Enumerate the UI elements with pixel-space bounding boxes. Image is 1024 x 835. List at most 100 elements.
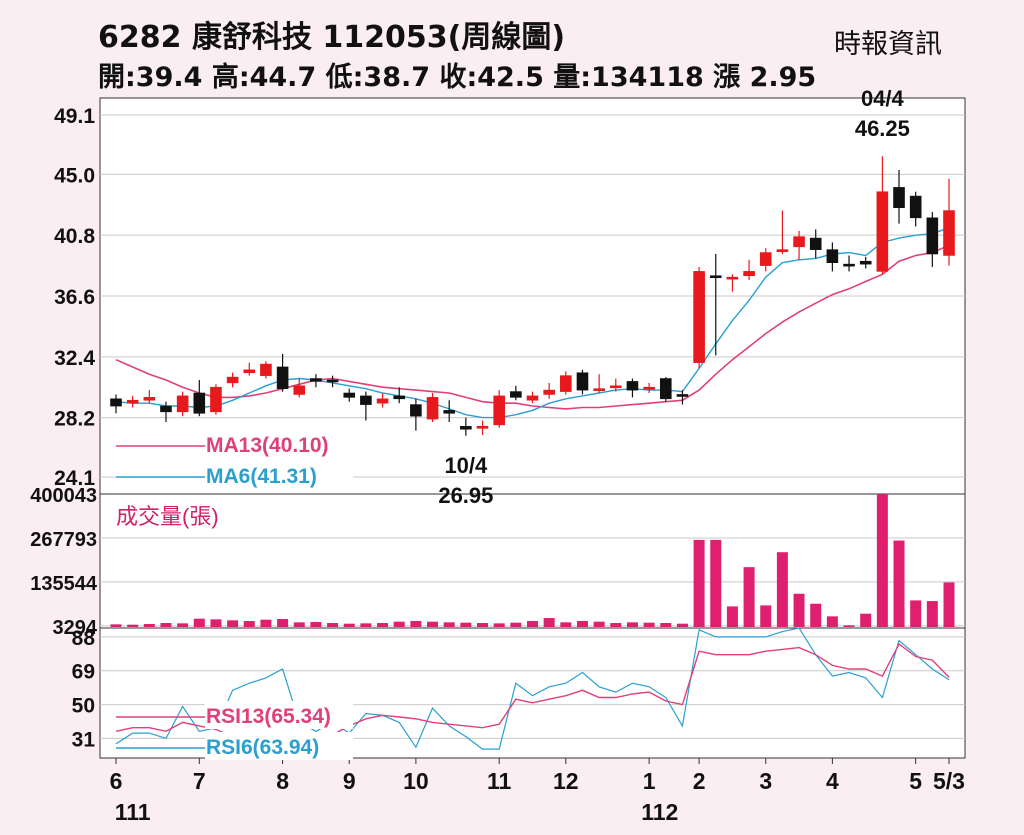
x-tick-label: 4 (826, 768, 839, 794)
volume-bar (110, 624, 122, 627)
volume-bar (610, 623, 622, 627)
candle-body (676, 394, 689, 397)
chart-title: 6282 康舒科技 112053(周線圖) (98, 20, 566, 55)
rsi-tick-label: 50 (72, 695, 95, 718)
candle-body (526, 395, 539, 401)
annotation-label: 04/4 (861, 86, 905, 111)
candle-body (809, 237, 822, 250)
candle-body (226, 376, 239, 384)
rsi-legend-label: RSI6(63.94) (206, 736, 319, 759)
volume-panel (99, 493, 966, 629)
candle-body (110, 398, 122, 407)
volume-bar (626, 622, 638, 627)
volume-bar (260, 619, 272, 627)
volume-bar (660, 623, 672, 627)
candle-body (276, 366, 289, 389)
x-tick-label: 7 (193, 768, 206, 794)
candle-body (376, 398, 389, 404)
candle-body (343, 392, 356, 398)
candle-body (560, 375, 572, 392)
candle-body (243, 369, 256, 374)
volume-bar (310, 622, 322, 627)
candle-body (443, 410, 456, 414)
candle-body (876, 191, 889, 272)
volume-bar (393, 621, 405, 627)
x-tick-label: 3 (759, 768, 772, 794)
price-tick-label: 45.0 (54, 164, 95, 187)
x-tick-label: 11 (487, 768, 512, 794)
candle-body (843, 263, 855, 267)
volume-tick-label: 400043 (30, 485, 97, 507)
volume-bar (910, 600, 922, 627)
volume-bar (143, 624, 155, 627)
candle-body (543, 389, 555, 395)
ma-legend-bg (205, 461, 353, 489)
volume-bar (826, 616, 838, 627)
candle-body (310, 378, 322, 382)
rsi-legend-bg (205, 732, 353, 760)
candle-body (759, 252, 772, 266)
source-label: 時報資訊 (834, 29, 942, 60)
volume-bar (343, 623, 355, 627)
volume-bar (793, 593, 805, 627)
candle-body (643, 386, 655, 390)
year-label: 111 (115, 799, 151, 825)
annotation-label: 10/4 (444, 453, 488, 478)
volume-bar (643, 622, 655, 627)
candle-body (576, 372, 589, 391)
rsi-tick-label: 88 (72, 627, 96, 650)
volume-tick-label: 267793 (30, 529, 97, 551)
candle-body (460, 426, 472, 430)
volume-bar (160, 623, 172, 627)
volume-bar (876, 494, 888, 627)
candle-body (726, 276, 739, 280)
ma-legend-label: MA6(41.31) (206, 465, 317, 488)
volume-bar (760, 605, 772, 627)
volume-bar (560, 622, 572, 627)
volume-bar (527, 621, 538, 627)
candle-body (476, 426, 489, 429)
candle-body (793, 236, 805, 248)
candle-body (943, 210, 955, 256)
volume-bar (710, 539, 722, 627)
x-tick-label: 12 (553, 768, 579, 794)
candle-body (260, 363, 272, 376)
candle-body (659, 378, 672, 400)
candle-body (926, 217, 939, 255)
candle-body (393, 395, 406, 400)
volume-title: 成交量(張) (116, 504, 219, 529)
volume-bar (776, 552, 788, 627)
annotation-label: 26.95 (438, 483, 493, 508)
candle-body (593, 388, 605, 391)
volume-bar (860, 613, 872, 627)
volume-bar (510, 622, 522, 627)
price-tick-label: 28.2 (54, 408, 95, 431)
ma-legend-bg (205, 430, 353, 458)
candle-body (609, 385, 622, 389)
ma13-line (115, 244, 950, 410)
candle-body (176, 395, 189, 413)
ma6-line (115, 227, 950, 419)
volume-bar (243, 621, 255, 627)
candle-body (693, 271, 705, 363)
x-tick-label: 8 (276, 768, 289, 794)
candle-body (160, 405, 172, 413)
volume-tick-label: 135544 (30, 573, 98, 595)
volume-bar (693, 539, 705, 627)
volume-bar (493, 623, 505, 627)
candle-body (776, 249, 789, 252)
volume-bar (543, 618, 555, 627)
candle-body (293, 385, 306, 395)
volume-bar (193, 618, 205, 627)
rsi6-line (115, 627, 950, 750)
candle-body (326, 379, 339, 383)
candle-body (193, 392, 206, 414)
volume-bar (843, 625, 855, 627)
volume-bar (427, 621, 439, 627)
candle-body (360, 395, 372, 405)
candle-body (210, 386, 222, 413)
price-tick-label: 32.4 (54, 347, 95, 370)
price-tick-label: 49.1 (54, 105, 95, 128)
candle-body (426, 397, 439, 420)
